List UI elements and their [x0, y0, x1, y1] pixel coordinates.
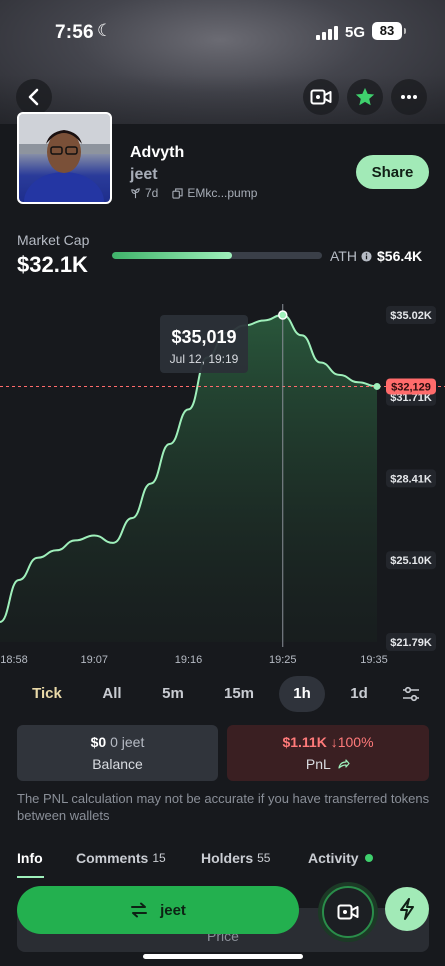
- moon-icon: ☾: [97, 21, 113, 40]
- active-tab-indicator: [17, 876, 44, 878]
- ath-progress-fill: [112, 252, 232, 259]
- bottom-action-bar: Price jeet: [0, 878, 445, 966]
- market-cap-value: $32.1K: [17, 252, 88, 277]
- chevron-left-icon: [28, 88, 39, 106]
- share-arrow-icon[interactable]: [338, 759, 350, 769]
- favorite-button[interactable]: [347, 79, 383, 115]
- balance-card[interactable]: $0 0 jeet Balance: [17, 725, 218, 781]
- live-dot-icon: [364, 854, 373, 862]
- tab-comments[interactable]: Comments 15: [76, 850, 166, 866]
- chart-tooltip: $35,019 Jul 12, 19:19: [160, 315, 248, 373]
- balance-amount: $0: [90, 734, 107, 750]
- share-button[interactable]: Share: [356, 155, 429, 189]
- tab-activity[interactable]: Activity: [308, 850, 373, 866]
- svg-text:$35.02K: $35.02K: [390, 310, 432, 322]
- timeframe-15m[interactable]: 15m: [223, 685, 255, 702]
- timeframe-5m[interactable]: 5m: [162, 685, 184, 702]
- tab-holders-label: Holders: [201, 850, 254, 866]
- quick-buy-button[interactable]: [385, 887, 429, 931]
- crosshair-point: [278, 310, 288, 320]
- pnl-disclaimer: The PNL calculation may not be accurate …: [17, 791, 430, 823]
- chart-price-line: [0, 314, 378, 623]
- token-meta: 7d EMkc...pump: [130, 186, 257, 200]
- back-button[interactable]: [16, 79, 52, 115]
- svg-text:$32,129: $32,129: [391, 381, 431, 393]
- x-tick-label: 19:25: [269, 654, 297, 666]
- ath-progress-bar: [112, 252, 322, 259]
- balance-qty: 0 jeet: [110, 734, 145, 750]
- livestream-button[interactable]: [303, 79, 339, 115]
- network-type: 5G: [345, 24, 366, 41]
- detail-tabs: Info Comments 15 Holders 55 Activity: [0, 848, 445, 878]
- market-cap-label: Market Cap: [17, 232, 90, 248]
- header-background: [0, 0, 445, 124]
- svg-text:$28.41K: $28.41K: [390, 473, 432, 485]
- balance-label: Balance: [92, 756, 143, 772]
- timeframe-selector: Tick All 5m 15m 1h 1d: [0, 676, 445, 712]
- tab-comments-label: Comments: [76, 850, 149, 866]
- comments-count: 15: [152, 851, 166, 865]
- star-icon: [355, 87, 375, 106]
- price-chart[interactable]: $35.02K $31.71K $28.41K $25.10K $21.79K $32,1…: [0, 300, 445, 680]
- tab-info-label: Info: [17, 850, 43, 866]
- y-tick-label: $28.41K: [386, 469, 436, 488]
- ath-label-group: ATH: [330, 248, 372, 264]
- tooltip-time: Jul 12, 19:19: [170, 352, 239, 366]
- timeframe-all[interactable]: All: [102, 685, 122, 702]
- holders-count: 55: [257, 851, 271, 865]
- more-options-button[interactable]: [391, 79, 427, 115]
- chart-settings-button[interactable]: [393, 676, 429, 712]
- pnl-change: ↓100%: [330, 734, 374, 750]
- battery-icon: 83: [372, 22, 406, 40]
- timeframe-tick[interactable]: Tick: [32, 685, 62, 702]
- status-bar: 7:56 ☾ 5G 83: [0, 20, 445, 46]
- go-live-button[interactable]: [322, 886, 374, 938]
- pnl-card[interactable]: $1.11K ↓100% PnL: [227, 725, 429, 781]
- copy-icon[interactable]: [172, 187, 183, 199]
- svg-text:$31.71K: $31.71K: [390, 392, 432, 404]
- home-indicator: [143, 954, 303, 959]
- x-tick-label: 19:16: [175, 654, 203, 666]
- timeframe-1h[interactable]: 1h: [279, 676, 325, 712]
- y-tick-label: $35.02K: [386, 306, 436, 324]
- pnl-label: PnL: [305, 756, 331, 772]
- ath-value: $56.4K: [377, 248, 423, 264]
- x-tick-label: 19:35: [360, 654, 388, 666]
- y-tick-label: $21.79K: [386, 633, 436, 651]
- token-ticker: jeet: [130, 166, 158, 183]
- tab-holders[interactable]: Holders 55: [201, 850, 270, 866]
- y-tick-label: $25.10K: [386, 551, 436, 570]
- timeframe-1d[interactable]: 1d: [350, 685, 368, 702]
- signal-icon: [316, 26, 338, 40]
- tab-info[interactable]: Info: [17, 850, 43, 866]
- svg-text:$21.79K: $21.79K: [390, 637, 432, 649]
- tooltip-value: $35,019: [171, 327, 236, 347]
- ath-label: ATH: [330, 248, 357, 264]
- trade-button[interactable]: jeet: [17, 886, 299, 934]
- info-icon[interactable]: [361, 250, 372, 262]
- status-time: 7:56: [55, 22, 94, 43]
- lightning-bolt-icon: [400, 898, 414, 920]
- x-tick-label: 19:07: [80, 654, 108, 666]
- token-avatar[interactable]: [17, 112, 112, 204]
- avatar-photo: [19, 114, 110, 202]
- tab-activity-label: Activity: [308, 850, 359, 866]
- sprout-icon: [131, 187, 140, 198]
- sliders-icon: [403, 686, 419, 702]
- current-price-point: [373, 382, 381, 390]
- pnl-amount: $1.11K: [282, 734, 327, 750]
- token-age: 7d: [145, 186, 159, 200]
- token-name: Advyth: [130, 144, 185, 161]
- current-price-tag: $32,129: [386, 378, 436, 395]
- token-address[interactable]: EMkc...pump: [187, 186, 258, 200]
- svg-text:$25.10K: $25.10K: [390, 555, 432, 567]
- x-tick-label: 18:58: [0, 654, 28, 666]
- trade-button-label: jeet: [160, 901, 186, 919]
- ellipsis-icon: [401, 95, 417, 99]
- video-camera-icon: [310, 89, 332, 105]
- swap-arrows-icon: [131, 902, 148, 918]
- video-camera-icon: [337, 904, 359, 920]
